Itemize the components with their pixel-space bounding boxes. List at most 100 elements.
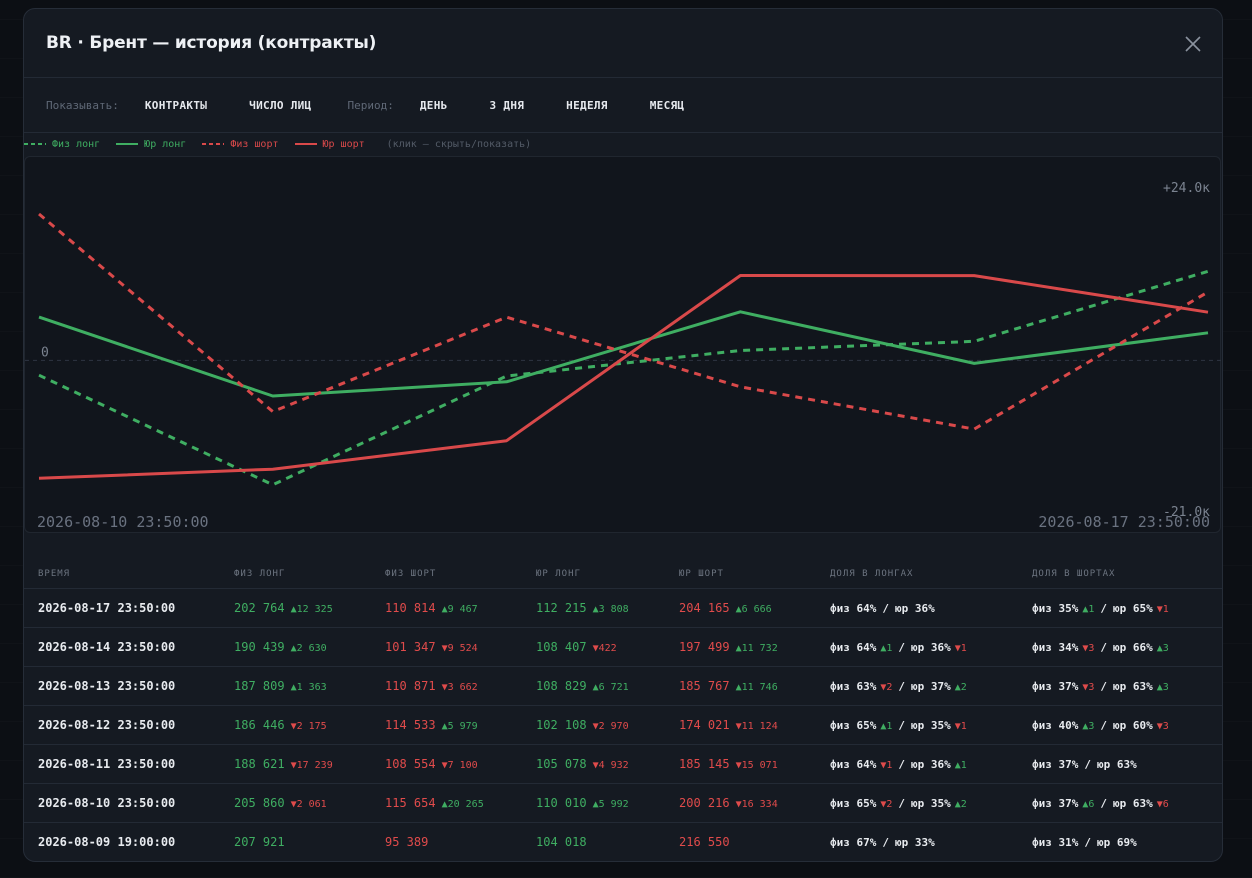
legend-label: Юр лонг xyxy=(144,138,187,150)
jur-short-delta: ▲6 666 xyxy=(735,604,772,615)
time-cell: 2026-08-09 19:00:00 xyxy=(38,835,176,849)
share-separator: / xyxy=(1100,679,1108,693)
long-share-phys: физ 63% xyxy=(830,679,877,693)
short-share-phys-delta: ▲6 xyxy=(1082,798,1095,810)
phys-long-cell: 205 860 ▼2 061 xyxy=(220,783,371,823)
toolbar: Показывать: КОНТРАКТЫ ЧИСЛО ЛИЦ Период: … xyxy=(24,78,1222,133)
jur-short-value: 200 216 xyxy=(679,796,730,810)
show-persons-button[interactable]: ЧИСЛО ЛИЦ xyxy=(249,98,312,112)
phys-short-cell: 101 347 ▼9 524 xyxy=(371,627,522,667)
table-row: 2026-08-13 23:50:00 187 809 ▲1 363 110 871 ▼… xyxy=(24,666,1222,706)
modal-header: BR · Брент — история (контракты) xyxy=(24,9,1222,78)
short-share-jur: юр 65% xyxy=(1113,601,1153,615)
phys-short-value: 101 347 xyxy=(385,640,436,654)
jur-long-value: 108 407 xyxy=(536,640,587,654)
col-short-share-header: ДОЛЯ В ШОРТАХ xyxy=(1018,559,1222,589)
col-long-share-header: ДОЛЯ В ЛОНГАХ xyxy=(816,559,1018,589)
phys-short-value: 110 871 xyxy=(385,679,436,693)
legend-phys-short[interactable]: Физ шорт xyxy=(202,139,279,150)
zero-label: 0 xyxy=(41,345,49,360)
long-share-cell: физ 65% ▲1 / юр 35% ▼1 xyxy=(816,705,1018,745)
long-share-phys: физ 64% xyxy=(830,601,877,615)
table-row: 2026-08-09 19:00:00 207 921 95 389 104 018 2… xyxy=(24,823,1222,862)
history-chart: +24.0к -21.0к 0 2026-08-10 23:50:00 2026… xyxy=(24,156,1222,533)
jur-short-delta: ▼11 124 xyxy=(735,721,778,732)
period-week-button[interactable]: НЕДЕЛЯ xyxy=(566,98,608,112)
short-share-phys: физ 31% xyxy=(1032,835,1079,849)
legend-jur-short[interactable]: Юр шорт xyxy=(294,139,365,150)
col-phys-long-header: ФИЗ ЛОНГ xyxy=(220,559,371,589)
period-day-button[interactable]: ДЕНЬ xyxy=(419,98,448,112)
show-contracts-button[interactable]: КОНТРАКТЫ xyxy=(144,98,208,112)
jur-short-delta: ▲11 732 xyxy=(735,643,778,654)
short-share-jur: юр 69% xyxy=(1096,835,1137,849)
dashed-line-icon xyxy=(24,143,46,145)
long-share-phys: физ 67% xyxy=(830,835,877,849)
long-share-cell: физ 63% ▼2 / юр 37% ▲2 xyxy=(816,666,1018,706)
jur-short-value: 216 550 xyxy=(679,835,730,849)
long-share-jur: юр 36% xyxy=(911,640,951,654)
long-share-jur-delta: ▼1 xyxy=(954,642,967,654)
jur-short-cell: 174 021 ▼11 124 xyxy=(665,705,816,745)
time-cell: 2026-08-14 23:50:00 xyxy=(24,627,220,667)
long-share-jur: юр 36% xyxy=(911,757,951,771)
legend-label: Физ лонг xyxy=(52,138,101,150)
short-share-phys: физ 37% xyxy=(1032,796,1079,810)
short-share-phys-delta: ▲1 xyxy=(1082,603,1095,615)
phys-short-value: 95 389 xyxy=(385,835,429,849)
x-start-label: 2026-08-10 23:50:00 xyxy=(37,513,209,531)
jur-short-value: 185 767 xyxy=(679,679,730,693)
short-share-phys: физ 37% xyxy=(1032,757,1079,771)
solid-line-icon xyxy=(294,143,317,145)
share-separator: / xyxy=(1100,796,1108,810)
short-share-jur-delta: ▼6 xyxy=(1156,798,1169,810)
table-row: 2026-08-14 23:50:00 190 439 ▲2 630 101 347 ▼… xyxy=(24,627,1222,667)
legend-phys-long[interactable]: Физ лонг xyxy=(24,139,100,150)
long-share-cell: физ 65% ▼2 / юр 35% ▲2 xyxy=(816,783,1018,823)
period-month-button[interactable]: МЕСЯЦ xyxy=(649,98,685,112)
long-share-phys: физ 65% xyxy=(830,796,877,810)
short-share-cell: физ 34% ▼3 / юр 66% ▲3 xyxy=(1018,627,1222,667)
short-share-jur-delta: ▼3 xyxy=(1156,720,1169,732)
close-icon[interactable] xyxy=(1182,33,1204,55)
show-label: Показывать: xyxy=(46,98,119,112)
jur-long-value: 112 215 xyxy=(536,601,587,615)
series-line-0 xyxy=(38,269,1209,487)
short-share-phys: физ 34% xyxy=(1032,640,1079,654)
short-share-cell: физ 40% ▲3 / юр 60% ▼3 xyxy=(1018,705,1222,745)
short-share-cell: физ 31% / юр 69% xyxy=(1018,823,1222,862)
series-line-2 xyxy=(38,212,1209,431)
phys-long-cell: 190 439 ▲2 630 xyxy=(220,627,371,667)
long-share-phys-delta: ▼2 xyxy=(880,798,893,810)
share-separator: / xyxy=(882,601,889,615)
long-share-phys: физ 65% xyxy=(830,718,877,732)
jur-short-delta: ▼15 071 xyxy=(735,760,778,771)
phys-long-delta: ▼2 061 xyxy=(290,799,327,810)
history-table: ВРЕМЯ ФИЗ ЛОНГ ФИЗ ШОРТ ЮР ЛОНГ ЮР ШОРТ … xyxy=(24,559,1222,861)
share-separator: / xyxy=(898,679,906,693)
phys-short-delta: ▼7 100 xyxy=(441,760,478,771)
long-share-jur: юр 36% xyxy=(894,601,935,615)
phys-long-delta: ▲12 325 xyxy=(290,604,333,615)
share-separator: / xyxy=(1084,835,1091,849)
jur-long-delta: ▼422 xyxy=(592,643,617,654)
series-line-3 xyxy=(38,274,1209,480)
jur-long-cell: 112 215 ▲3 808 xyxy=(522,588,665,628)
long-share-jur-delta: ▲2 xyxy=(954,681,967,693)
phys-short-cell: 114 533 ▲5 979 xyxy=(371,705,522,745)
y-min-label: -21.0к xyxy=(1163,505,1210,520)
jur-long-cell: 104 018 xyxy=(522,823,665,862)
phys-long-cell: 187 809 ▲1 363 xyxy=(220,666,371,706)
phys-long-delta: ▼2 175 xyxy=(290,721,327,732)
time-cell: 2026-08-12 23:50:00 xyxy=(24,705,220,745)
jur-short-value: 204 165 xyxy=(679,601,730,615)
col-jur-long-header: ЮР ЛОНГ xyxy=(522,559,665,589)
short-share-jur: юр 60% xyxy=(1113,718,1153,732)
col-time-header: ВРЕМЯ xyxy=(24,559,220,589)
long-share-jur-delta: ▲2 xyxy=(954,798,967,810)
phys-short-delta: ▲20 265 xyxy=(441,799,484,810)
table-row: 2026-08-12 23:50:00 186 446 ▼2 175 114 533 ▲… xyxy=(24,705,1222,745)
legend-jur-long[interactable]: Юр лонг xyxy=(116,139,186,150)
jur-long-value: 102 108 xyxy=(536,718,587,732)
period-3days-button[interactable]: 3 ДНЯ xyxy=(489,98,525,112)
